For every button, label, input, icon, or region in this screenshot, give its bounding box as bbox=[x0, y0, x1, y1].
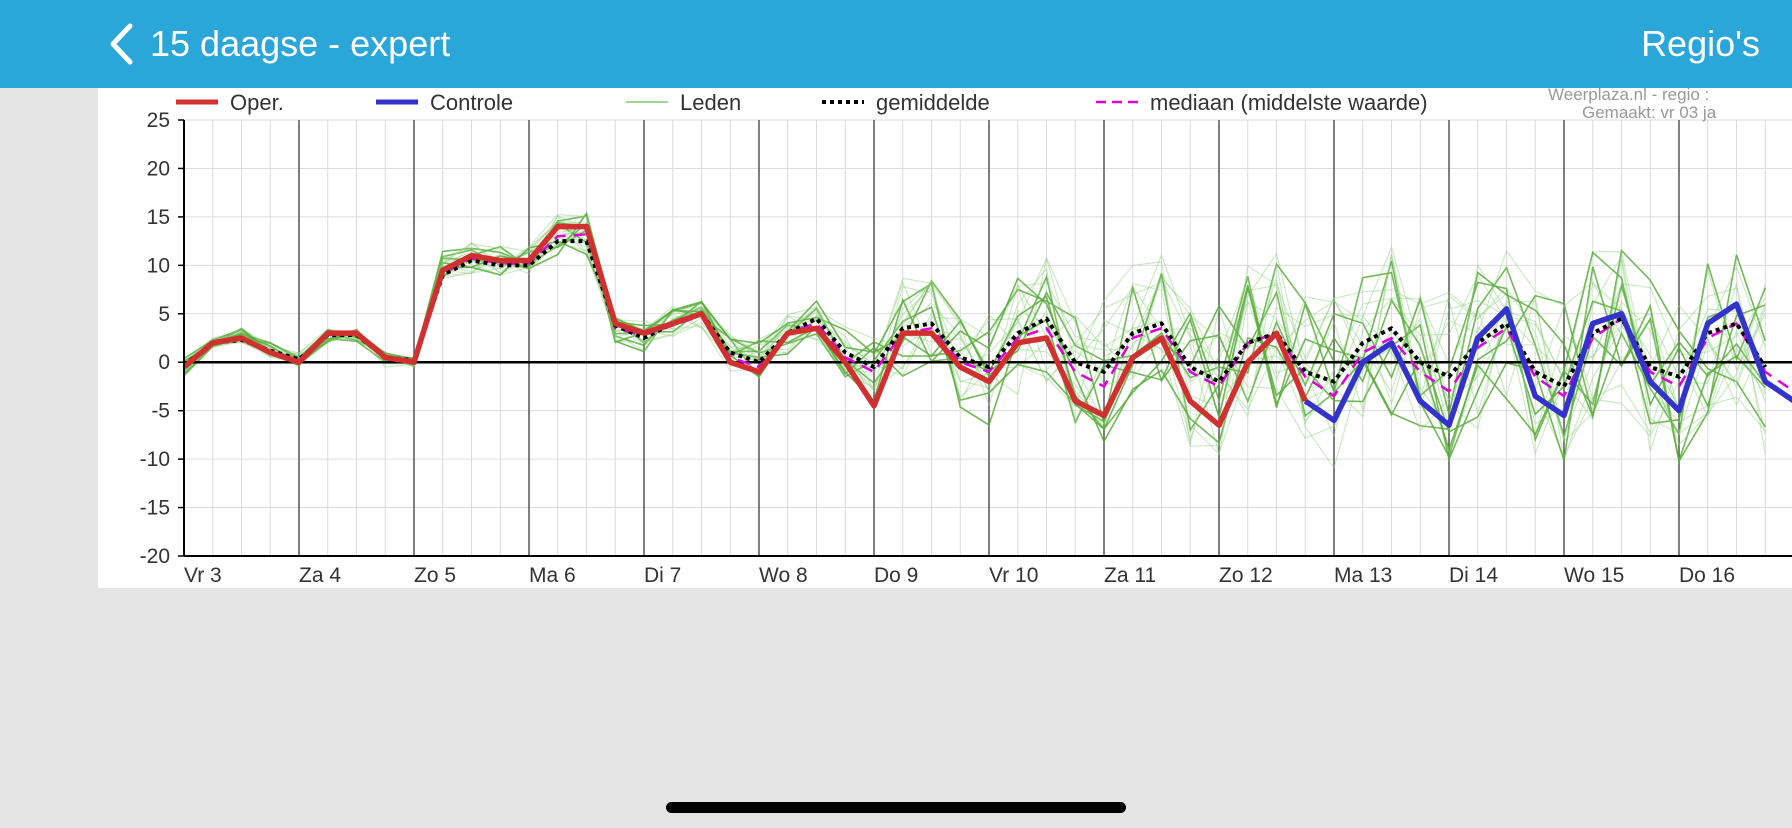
y-tick-label: 25 bbox=[147, 109, 170, 132]
chart-panel: 25 20 15 10 5 0 -5 -10 -15 -20 Vr 3 Za 4 Zo 5 Ma 6 Di … bbox=[98, 88, 1792, 588]
x-tick-label: Di 7 bbox=[644, 564, 681, 587]
y-tick-label: 5 bbox=[158, 303, 170, 326]
x-tick-label: Vr 3 bbox=[184, 564, 222, 587]
x-tick-label: Wo 15 bbox=[1564, 564, 1624, 587]
x-tick-label: Zo 5 bbox=[414, 564, 456, 587]
made-label: Gemaakt: vr 03 ja bbox=[1582, 103, 1717, 122]
ensemble-member-line bbox=[184, 241, 1766, 442]
x-tick-label: Za 4 bbox=[299, 564, 341, 587]
home-indicator[interactable] bbox=[666, 802, 1126, 813]
y-tick-label: 10 bbox=[147, 254, 170, 277]
y-tick-label: 15 bbox=[147, 206, 170, 229]
x-tick-label: Do 9 bbox=[874, 564, 918, 587]
y-tick-label: -5 bbox=[151, 400, 170, 423]
grid bbox=[183, 119, 1792, 557]
legend-label: mediaan (middelste waarde) bbox=[1150, 90, 1428, 115]
ensemble-member-line bbox=[184, 215, 1766, 428]
x-tick-label: Ma 6 bbox=[529, 564, 576, 587]
y-tick-label: -15 bbox=[140, 497, 170, 520]
page-title: 15 daagse - expert bbox=[150, 23, 451, 64]
y-tick-label: 0 bbox=[158, 351, 170, 374]
legend-label: Leden bbox=[680, 90, 741, 115]
ensemble-member-line bbox=[184, 236, 1766, 470]
legend-label: Oper. bbox=[230, 90, 284, 115]
navigation-bar: 15 daagse - expert Regio's bbox=[0, 0, 1792, 88]
x-tick-label: Wo 8 bbox=[759, 564, 808, 587]
x-tick-label: Zo 12 bbox=[1219, 564, 1273, 587]
legend-label: Controle bbox=[430, 90, 513, 115]
x-tick-label: Za 11 bbox=[1104, 564, 1156, 587]
series-line-oper bbox=[184, 223, 1308, 428]
x-tick-label: Di 14 bbox=[1449, 564, 1498, 587]
legend-label: gemiddelde bbox=[876, 90, 990, 115]
back-button[interactable]: 15 daagse - expert bbox=[108, 18, 450, 70]
y-tick-label: 20 bbox=[147, 157, 170, 180]
ensemble-member-line bbox=[184, 222, 1766, 465]
chevron-left-icon bbox=[110, 23, 133, 65]
series-line-controle bbox=[1303, 301, 1792, 428]
main-series bbox=[184, 223, 1792, 428]
regios-button[interactable]: Regio's bbox=[1641, 23, 1760, 64]
source-label: Weerplaza.nl - regio : bbox=[1548, 88, 1709, 104]
ensemble-member-line bbox=[184, 222, 1767, 464]
x-tick-label: Ma 13 bbox=[1334, 564, 1392, 587]
ensemble-temperature-chart: 25 20 15 10 5 0 -5 -10 -15 -20 Vr 3 Za 4 Zo 5 Ma 6 Di … bbox=[140, 88, 1792, 587]
ensemble-member-line bbox=[184, 220, 1766, 426]
x-tick-label: Vr 10 bbox=[989, 564, 1038, 587]
x-tick-label: Do 16 bbox=[1679, 564, 1735, 587]
y-tick-label: -10 bbox=[140, 448, 170, 471]
series-line-gemiddelde bbox=[184, 239, 1767, 389]
y-tick-label: -20 bbox=[140, 545, 170, 568]
